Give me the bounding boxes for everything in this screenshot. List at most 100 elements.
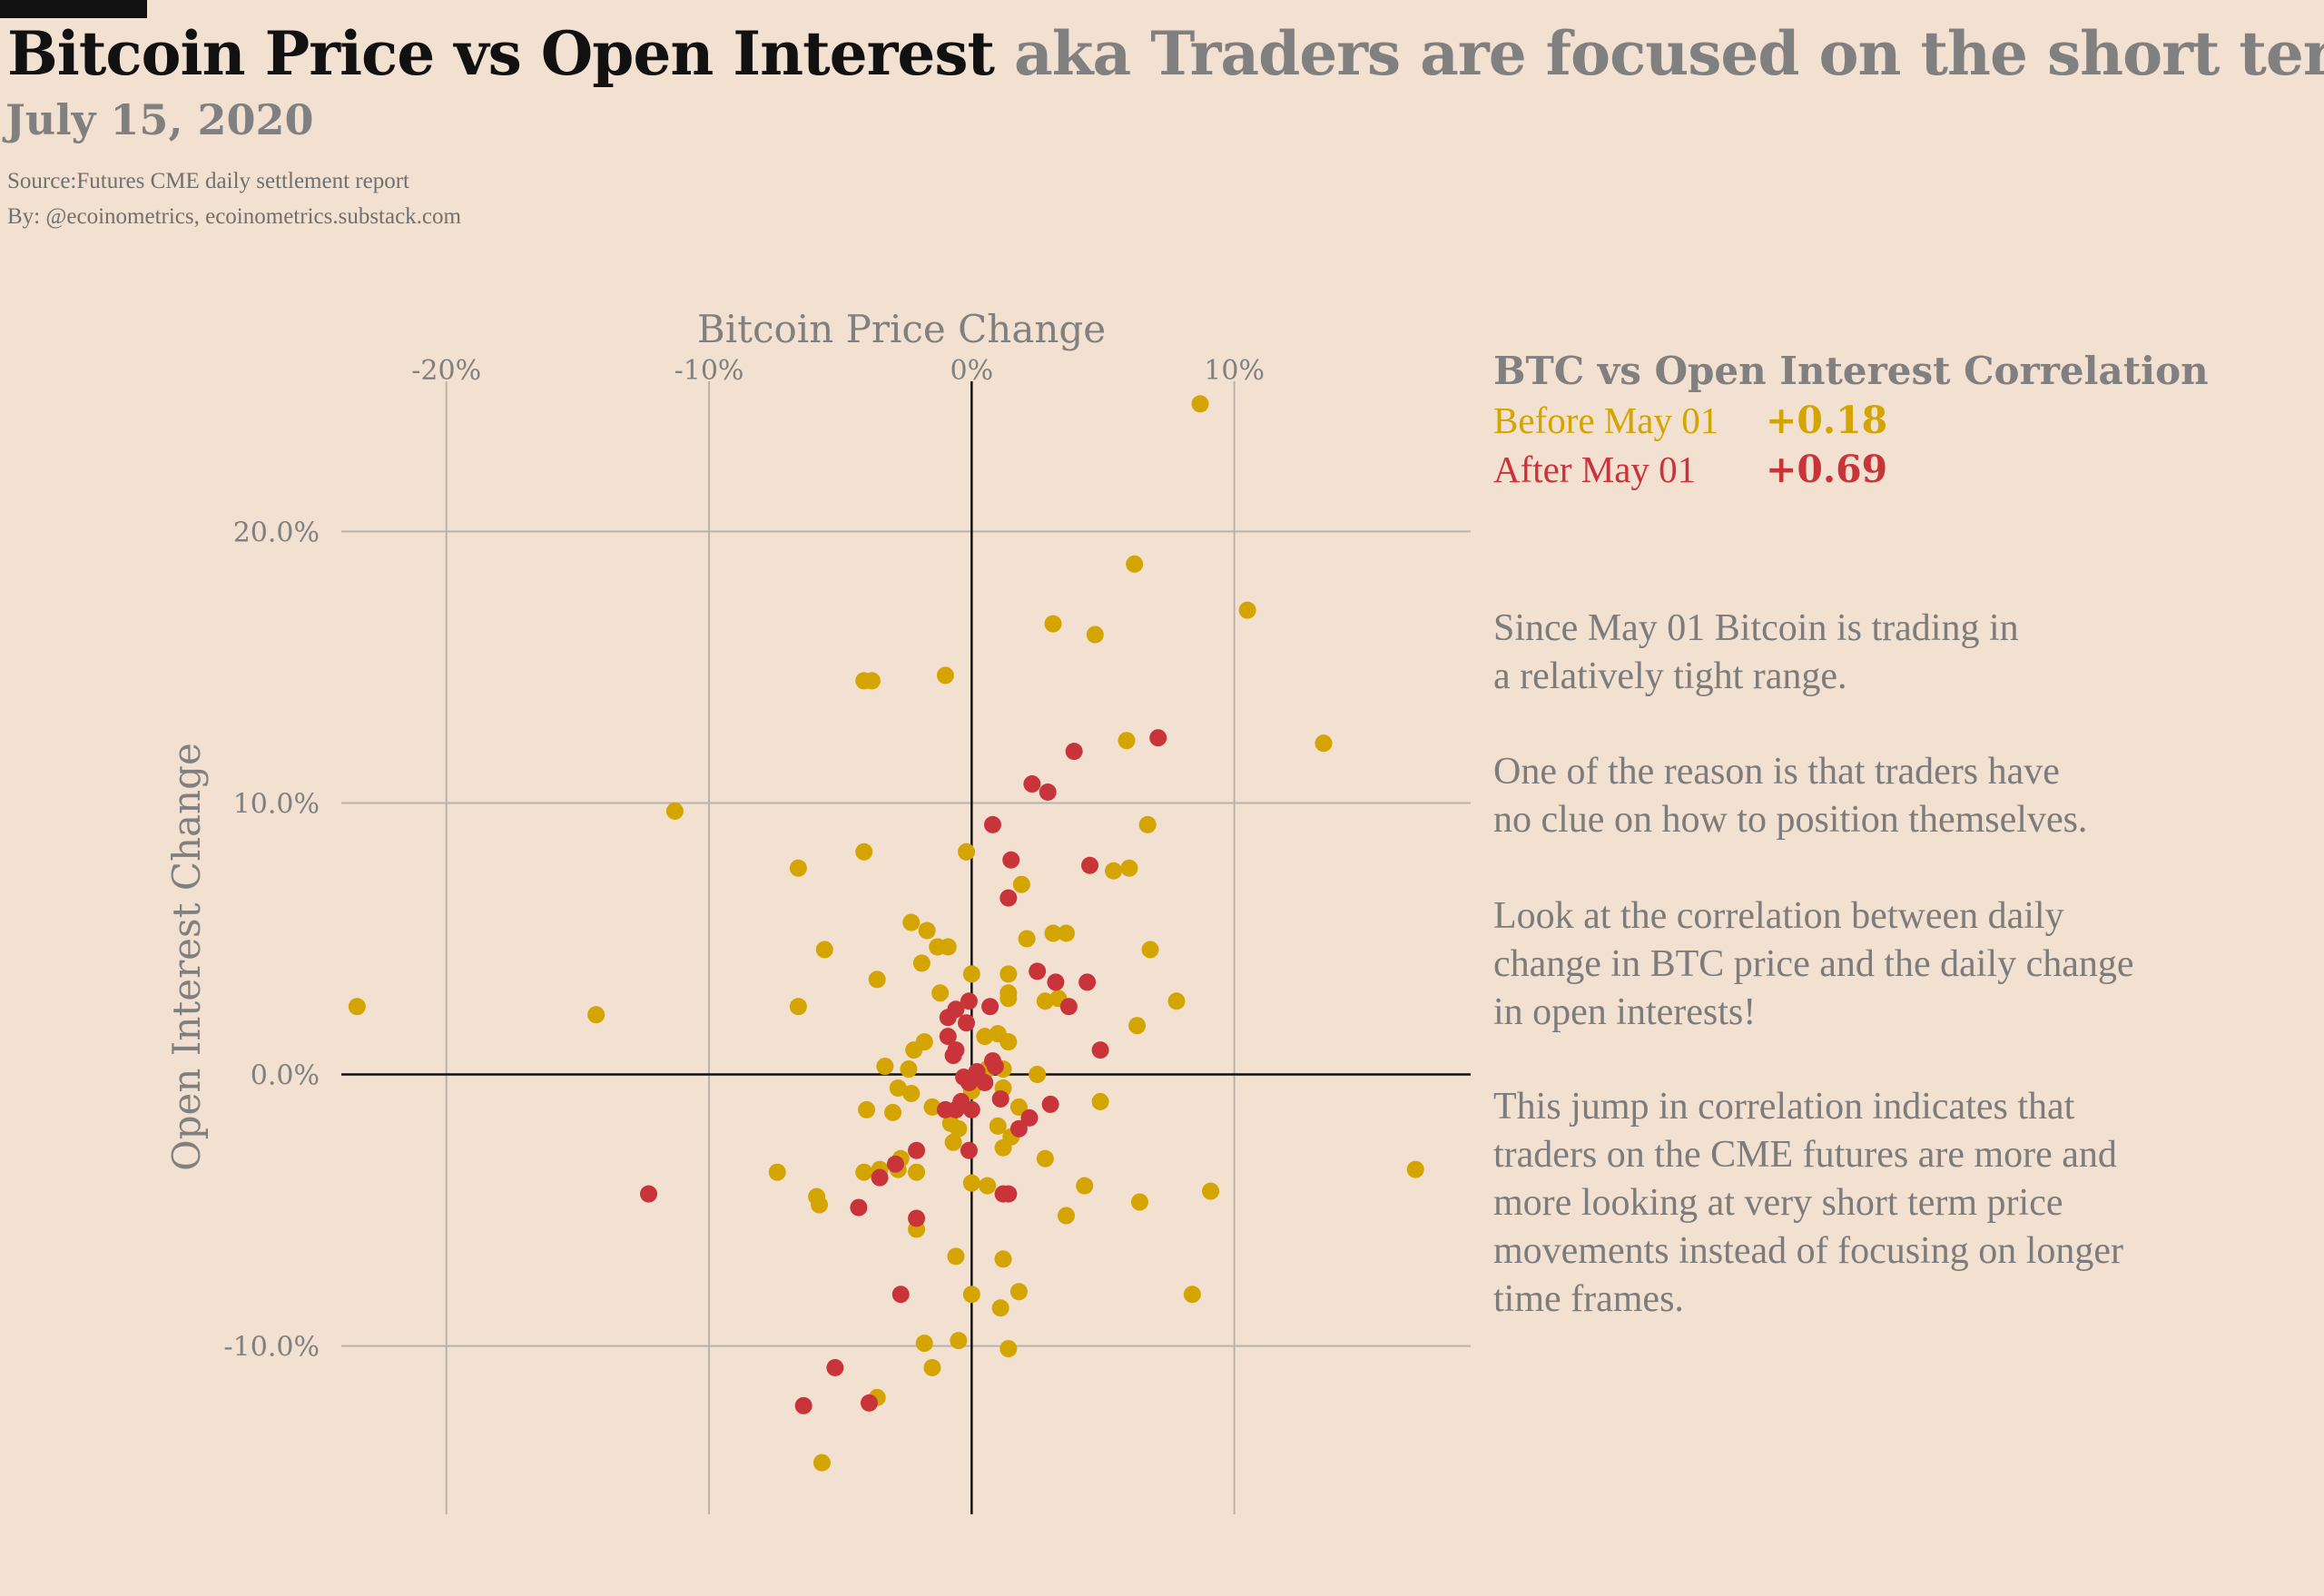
scatter-chart: -20% -10% 0% 10% 20.0% 10.0% 0.0% -10.0% Bitcoi… [164, 309, 1471, 1514]
x-tick-label: -10% [675, 355, 744, 387]
point-before-may [1036, 992, 1054, 1010]
point-before-may [1105, 862, 1123, 880]
correlation-panel: BTC vs Open Interest Correlation Before … [1493, 349, 2310, 491]
point-before-may [1000, 1340, 1018, 1358]
narrative-line: Since May 01 Bitcoin is trading in [1493, 607, 2019, 649]
point-before-may [889, 1079, 907, 1097]
point-before-may [962, 1174, 980, 1192]
narrative-paragraph-2: One of the reason is that traders have n… [1493, 748, 2310, 844]
point-before-may [1086, 626, 1104, 644]
point-before-may [947, 1247, 965, 1266]
point-after-may [1081, 856, 1099, 874]
point-before-may [1009, 1283, 1028, 1301]
narrative-paragraph-1: Since May 01 Bitcoin is trading in a rel… [1493, 605, 2310, 701]
point-before-may [962, 1286, 980, 1304]
point-before-may [855, 1163, 873, 1181]
point-before-may [931, 984, 950, 1002]
point-after-may [826, 1359, 844, 1377]
point-before-may [1183, 1286, 1201, 1304]
point-after-may [939, 1009, 957, 1027]
point-after-may [1009, 1119, 1028, 1138]
point-before-may [1000, 990, 1018, 1008]
point-before-may [908, 1163, 926, 1181]
point-layer [348, 395, 1424, 1472]
narrative-line: more looking at very short term price [1493, 1182, 2063, 1224]
point-after-may [958, 1014, 976, 1032]
point-before-may [1057, 924, 1075, 942]
correlation-after: After May 01 +0.69 [1493, 448, 2310, 491]
point-after-may [1065, 743, 1083, 761]
point-after-may [1029, 962, 1047, 980]
point-before-may [902, 913, 921, 931]
point-after-may [639, 1185, 657, 1203]
point-after-may [908, 1141, 926, 1159]
point-after-may [1149, 729, 1167, 747]
point-before-may [1044, 924, 1062, 942]
point-before-may [1091, 1092, 1109, 1110]
point-before-may [1036, 1149, 1054, 1167]
point-after-may [1091, 1041, 1109, 1059]
before-value: +0.18 [1766, 399, 1888, 442]
point-before-may [915, 1335, 933, 1353]
point-before-may [944, 1133, 962, 1151]
point-before-may [1118, 732, 1136, 750]
point-after-may [939, 1028, 957, 1046]
point-before-may [1315, 734, 1333, 753]
point-after-may [886, 1155, 904, 1173]
point-before-may [994, 1250, 1012, 1268]
point-before-may [789, 998, 807, 1016]
point-after-may [960, 1074, 978, 1091]
point-after-may [960, 992, 978, 1010]
tick-label-layer: -20% -10% 0% 10% 20.0% 10.0% 0.0% -10.0% [224, 355, 1265, 1364]
top-accent-bar [0, 0, 147, 18]
point-after-may [986, 1058, 1004, 1076]
point-before-may [1044, 615, 1062, 633]
point-before-may [936, 666, 954, 685]
point-before-may [1238, 601, 1256, 619]
narrative-line: no clue on how to position themselves. [1493, 799, 2088, 841]
point-after-may [944, 1047, 962, 1065]
point-before-may [900, 1060, 918, 1079]
narrative-line: Look at the correlation between daily [1493, 895, 2064, 937]
x-axis-label: Bitcoin Price Change [697, 309, 1106, 351]
page-title: Bitcoin Price vs Open Interest aka Trade… [7, 18, 2324, 89]
point-before-may [939, 938, 957, 956]
title-main: Bitcoin Price vs Open Interest [7, 18, 995, 89]
narrative-line: traders on the CME futures are more and [1493, 1134, 2117, 1176]
point-before-may [994, 1138, 1012, 1157]
point-before-may [815, 941, 833, 959]
point-before-may [1130, 1193, 1148, 1211]
x-tick-label: -20% [411, 355, 481, 387]
point-before-may [991, 1299, 1009, 1317]
point-after-may [962, 1100, 980, 1118]
point-before-may [876, 1058, 894, 1076]
byline-note: By: @ecoinometrics, ecoinometrics.substa… [7, 204, 461, 229]
narrative-line: time frames. [1493, 1278, 1684, 1320]
point-after-may [981, 998, 1000, 1016]
point-before-may [1000, 965, 1018, 983]
narrative-line: change in BTC price and the daily change [1493, 943, 2134, 985]
point-before-may [923, 1098, 941, 1116]
point-after-may [891, 1286, 910, 1304]
y-tick-label: -10.0% [224, 1332, 320, 1364]
point-after-may [991, 1089, 1009, 1108]
grid-layer [341, 381, 1471, 1514]
point-before-may [811, 1196, 829, 1214]
after-value: +0.69 [1766, 448, 1888, 491]
point-before-may [1141, 941, 1159, 959]
report-date: July 15, 2020 [5, 95, 314, 144]
narrative-paragraph-4: This jump in correlation indicates that … [1493, 1083, 2310, 1324]
point-after-may [1023, 775, 1041, 793]
x-tick-label: 0% [950, 355, 994, 387]
point-after-may [994, 1185, 1012, 1203]
point-before-may [958, 842, 976, 861]
point-after-may [860, 1394, 878, 1412]
point-after-may [983, 815, 1001, 833]
x-tick-label: 10% [1204, 355, 1265, 387]
point-before-may [855, 672, 873, 690]
point-before-may [905, 1041, 923, 1059]
point-before-may [858, 1100, 876, 1118]
point-before-may [348, 998, 366, 1016]
point-after-may [1020, 1108, 1039, 1127]
narrative-line: This jump in correlation indicates that [1493, 1086, 2075, 1128]
